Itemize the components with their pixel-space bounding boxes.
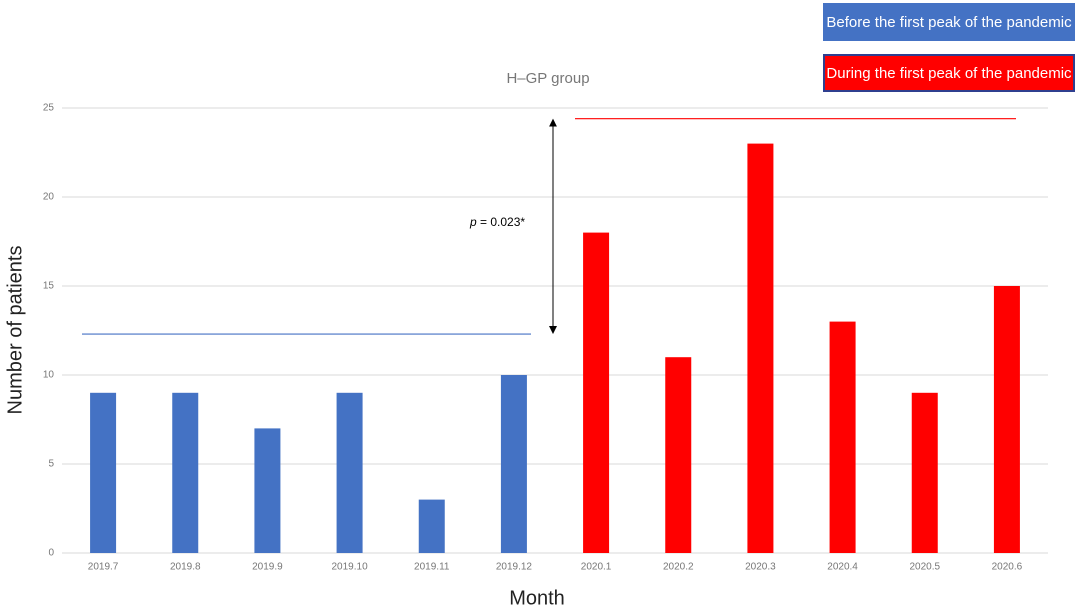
y-tick-label: 15 [43,281,55,292]
bar [747,143,774,553]
x-tick-label: 2019.7 [88,562,119,573]
y-axis-label: Number of patients [4,246,26,415]
legend-entry: Before the first peak of the pandemic [823,3,1075,41]
x-tick-label: 2020.1 [581,562,612,573]
bar [993,286,1020,553]
x-tick-label: 2019.10 [332,562,369,573]
bar [911,392,938,553]
bar [500,375,527,553]
y-tick-label: 10 [43,370,55,381]
x-tick-label: 2020.2 [663,562,694,573]
y-tick-label: 5 [48,459,54,470]
annotation-symbol: p [469,215,477,229]
x-axis-label: Month [509,587,565,609]
y-tick-label: 20 [43,192,55,203]
bar [336,392,363,553]
bar [829,321,856,553]
y-tick-label: 25 [43,103,55,114]
bar [254,428,281,553]
x-tick-label: 2019.12 [496,562,533,573]
x-tick-label: 2020.3 [745,562,776,573]
x-tick-label: 2019.8 [170,562,201,573]
bar [90,392,117,553]
x-tick-label: 2019.11 [414,562,450,573]
y-tick-label: 0 [48,548,54,559]
bar [172,392,199,553]
x-tick-label: 2020.4 [827,562,858,573]
bar [665,357,692,553]
x-tick-label: 2020.6 [992,562,1023,573]
annotation: p = 0.023* [469,215,525,229]
bar [418,499,445,553]
bar [583,232,610,553]
x-tick-label: 2020.5 [909,562,940,573]
annotation-text: = 0.023* [477,215,526,229]
legend-entry: During the first peak of the pandemic [823,54,1075,92]
chart-title: H–GP group [506,70,589,87]
x-tick-label: 2019.9 [252,562,283,573]
